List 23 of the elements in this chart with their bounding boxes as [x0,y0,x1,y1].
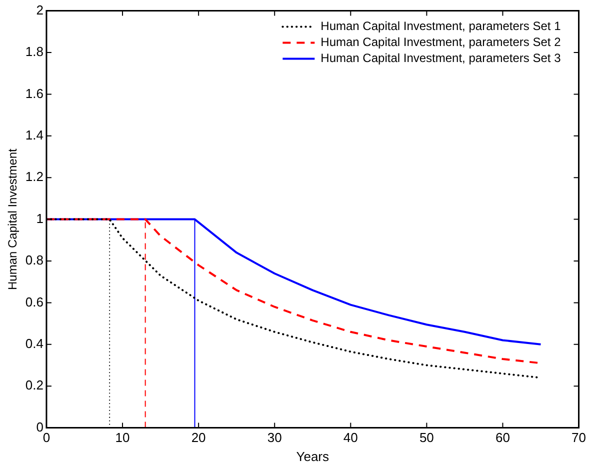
y-tick-label: 0.2 [25,378,44,393]
y-tick-label: 1.4 [25,127,44,142]
legend-label: Human Capital Investment, parameters Set 2 [320,35,562,50]
x-tick-label: 20 [191,430,206,446]
legend-label: Human Capital Investment, parameters Set 1 [320,19,562,34]
y-tick-label: 1.8 [25,44,44,60]
y-tick-label: 0 [36,419,44,434]
x-tick-label: 60 [495,430,510,446]
x-tick-label: 30 [267,430,282,446]
x-axis-title: Years [296,448,330,464]
y-axis-title: Human Capital Investment [6,148,20,290]
y-tick-label: 0.6 [25,294,44,310]
y-tick-label: 0.8 [25,252,44,268]
x-tick-label: 50 [419,430,434,446]
y-tick-label: 2 [36,2,44,18]
legend-label: Human Capital Investment, parameters Set 3 [320,51,562,66]
x-tick-label: 40 [343,430,358,446]
x-tick-label: 10 [115,430,130,446]
y-tick-label: 1.6 [25,86,44,101]
x-tick-label: 70 [572,430,586,446]
y-tick-label: 1.2 [25,169,44,184]
y-tick-label: 0.4 [25,336,44,351]
y-tick-label: 1 [36,210,44,226]
